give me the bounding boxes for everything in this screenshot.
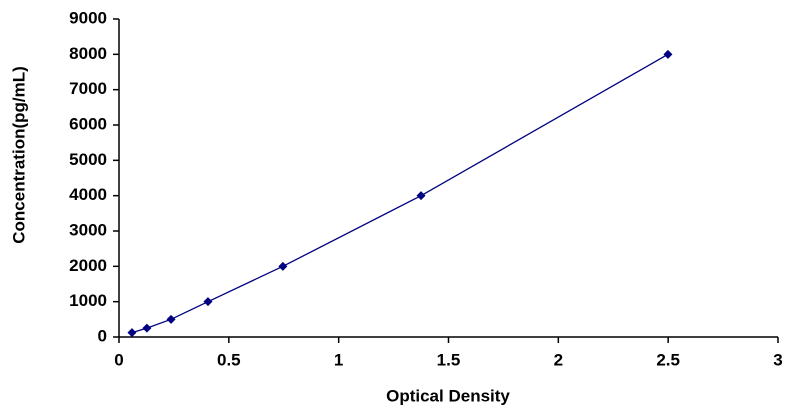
data-point [127,328,137,338]
data-point [166,314,176,324]
y-tick-label: 1000 [69,291,107,310]
y-tick-label: 9000 [69,8,107,27]
data-point [278,261,288,271]
x-tick-label: 3 [773,350,782,369]
y-tick-label: 3000 [69,220,107,239]
y-tick-label: 5000 [69,150,107,169]
y-tick-label: 7000 [69,79,107,98]
y-tick-label: 2000 [69,256,107,275]
data-point [416,191,426,201]
y-tick-label: 0 [98,326,107,345]
data-line [131,53,669,334]
x-axis-title: Optical Density [386,386,510,405]
y-tick-label: 8000 [69,44,107,63]
x-tick-label: 0.5 [217,350,241,369]
data-point [663,49,673,59]
x-tick-label: 0 [114,350,123,369]
x-tick-label: 2.5 [656,350,680,369]
y-tick-label: 4000 [69,185,107,204]
y-axis-title: Concentration(pg/mL) [9,66,28,244]
data-point [203,297,213,307]
x-tick-label: 1 [334,350,343,369]
y-tick-label: 6000 [69,114,107,133]
data-point [142,323,152,333]
x-tick-label: 1.5 [437,350,461,369]
x-tick-label: 2 [554,350,563,369]
